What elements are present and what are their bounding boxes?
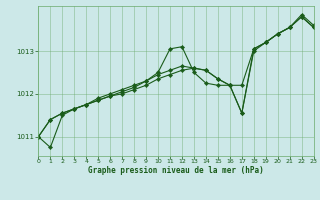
X-axis label: Graphe pression niveau de la mer (hPa): Graphe pression niveau de la mer (hPa) <box>88 166 264 175</box>
